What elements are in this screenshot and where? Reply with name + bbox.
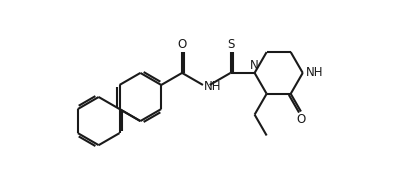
Text: O: O bbox=[296, 113, 305, 126]
Text: NH: NH bbox=[305, 66, 322, 79]
Text: N: N bbox=[249, 59, 258, 72]
Text: NH: NH bbox=[203, 80, 221, 93]
Text: O: O bbox=[177, 38, 186, 51]
Text: S: S bbox=[226, 38, 234, 51]
